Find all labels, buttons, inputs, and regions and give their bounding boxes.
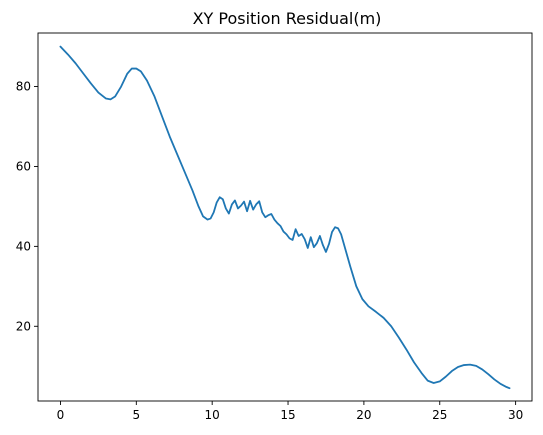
axes-frame — [37, 32, 533, 402]
x-tick-label: 15 — [280, 408, 295, 422]
chart-title: XY Position Residual(m) — [193, 9, 382, 28]
x-tick-label: 30 — [508, 408, 523, 422]
y-tick-label: 40 — [16, 239, 31, 253]
y-tick-label: 20 — [16, 319, 31, 333]
x-tick-label: 25 — [432, 408, 447, 422]
x-tick-label: 20 — [356, 408, 371, 422]
x-tick-label: 10 — [205, 408, 220, 422]
x-tick-label: 5 — [132, 408, 140, 422]
y-tick-label: 80 — [16, 80, 31, 94]
series-line-residual — [59, 45, 511, 390]
tick-group: 0 5 10 15 20 25 30 20 40 60 80 — [16, 80, 524, 422]
y-tick-label: 60 — [16, 159, 31, 173]
x-tick-label: 0 — [57, 408, 65, 422]
